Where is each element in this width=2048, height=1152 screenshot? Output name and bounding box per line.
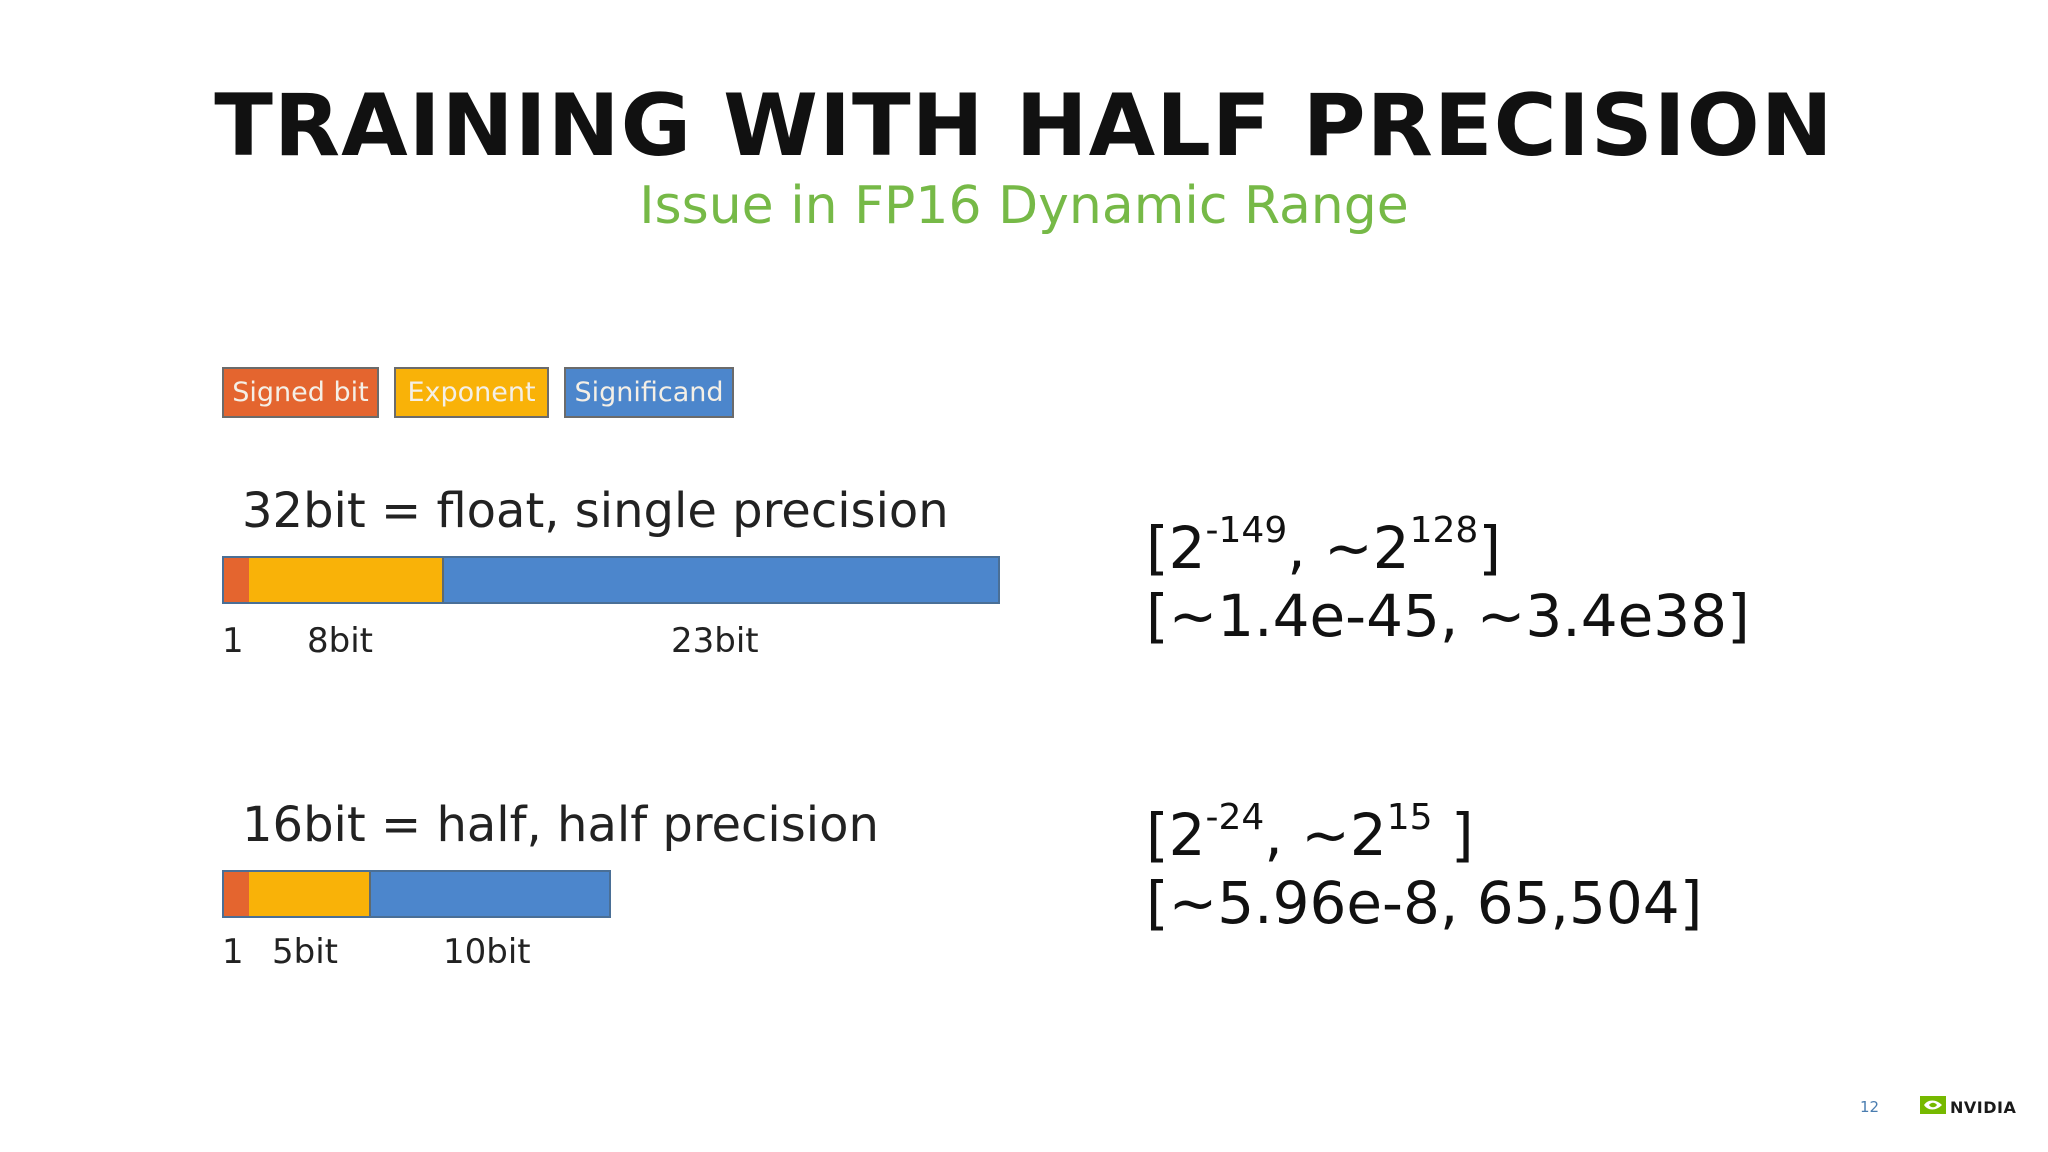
legend-significand: Significand — [564, 367, 734, 418]
fp32-min-exponent: -149 — [1205, 510, 1288, 551]
fp32-range-decimal: [~1.4e-45, ~3.4e38] — [1146, 582, 1750, 650]
fp16-exponent-segment — [249, 872, 371, 916]
fp16-significand-segment — [371, 872, 609, 916]
fp16-heading: 16bit = half, half precision — [242, 797, 879, 853]
fp16-range-decimal: [~5.96e-8, 65,504] — [1146, 869, 1703, 937]
fp16-range-mid: , ~2 — [1264, 801, 1387, 869]
fp32-sign-bits-label: 1 — [222, 621, 244, 661]
fp32-sign-segment — [224, 558, 249, 602]
nvidia-eye-icon — [1920, 1096, 1946, 1118]
page-number: 12 — [1860, 1098, 1880, 1116]
fp16-min-exponent: -24 — [1205, 797, 1265, 838]
fp16-range-open: [2 — [1146, 801, 1206, 869]
fp32-heading: 32bit = float, single precision — [242, 483, 949, 539]
fp32-range-close: ] — [1478, 514, 1501, 582]
fp32-exponent-bits-label: 8bit — [307, 621, 373, 661]
fp16-bit-bar — [222, 870, 611, 918]
legend-label: Exponent — [407, 377, 536, 408]
fp32-bit-bar — [222, 556, 1000, 604]
legend-signed-bit: Signed bit — [222, 367, 379, 418]
fp16-significand-bits-label: 10bit — [443, 932, 531, 972]
fp32-significand-segment — [444, 558, 998, 602]
fp32-range-open: [2 — [1146, 514, 1206, 582]
fp16-sign-bits-label: 1 — [222, 932, 244, 972]
slide-subtitle: Issue in FP16 Dynamic Range — [639, 176, 1409, 236]
fp16-exponent-bits-label: 5bit — [272, 932, 338, 972]
legend-label: Signed bit — [232, 377, 369, 408]
nvidia-wordmark: NVIDIA — [1950, 1097, 2017, 1117]
fp16-max-exponent: 15 — [1386, 797, 1433, 838]
nvidia-logo: NVIDIA — [1920, 1096, 2016, 1118]
fp32-max-exponent: 128 — [1409, 510, 1479, 551]
fp16-range-close: ] — [1432, 801, 1474, 869]
fp16-range-power: [2-24, ~215 ] — [1146, 797, 1474, 869]
legend-exponent: Exponent — [394, 367, 549, 418]
fp32-significand-bits-label: 23bit — [671, 621, 759, 661]
fp32-exponent-segment — [249, 558, 444, 602]
fp16-sign-segment — [224, 872, 249, 916]
legend-label: Significand — [574, 377, 724, 408]
fp32-range-power: [2-149, ~2128] — [1146, 510, 1501, 582]
slide-title: TRAINING WITH HALF PRECISION — [214, 76, 1834, 176]
fp32-range-mid: , ~2 — [1287, 514, 1410, 582]
